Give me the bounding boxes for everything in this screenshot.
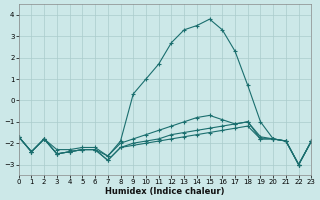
X-axis label: Humidex (Indice chaleur): Humidex (Indice chaleur) — [105, 187, 225, 196]
